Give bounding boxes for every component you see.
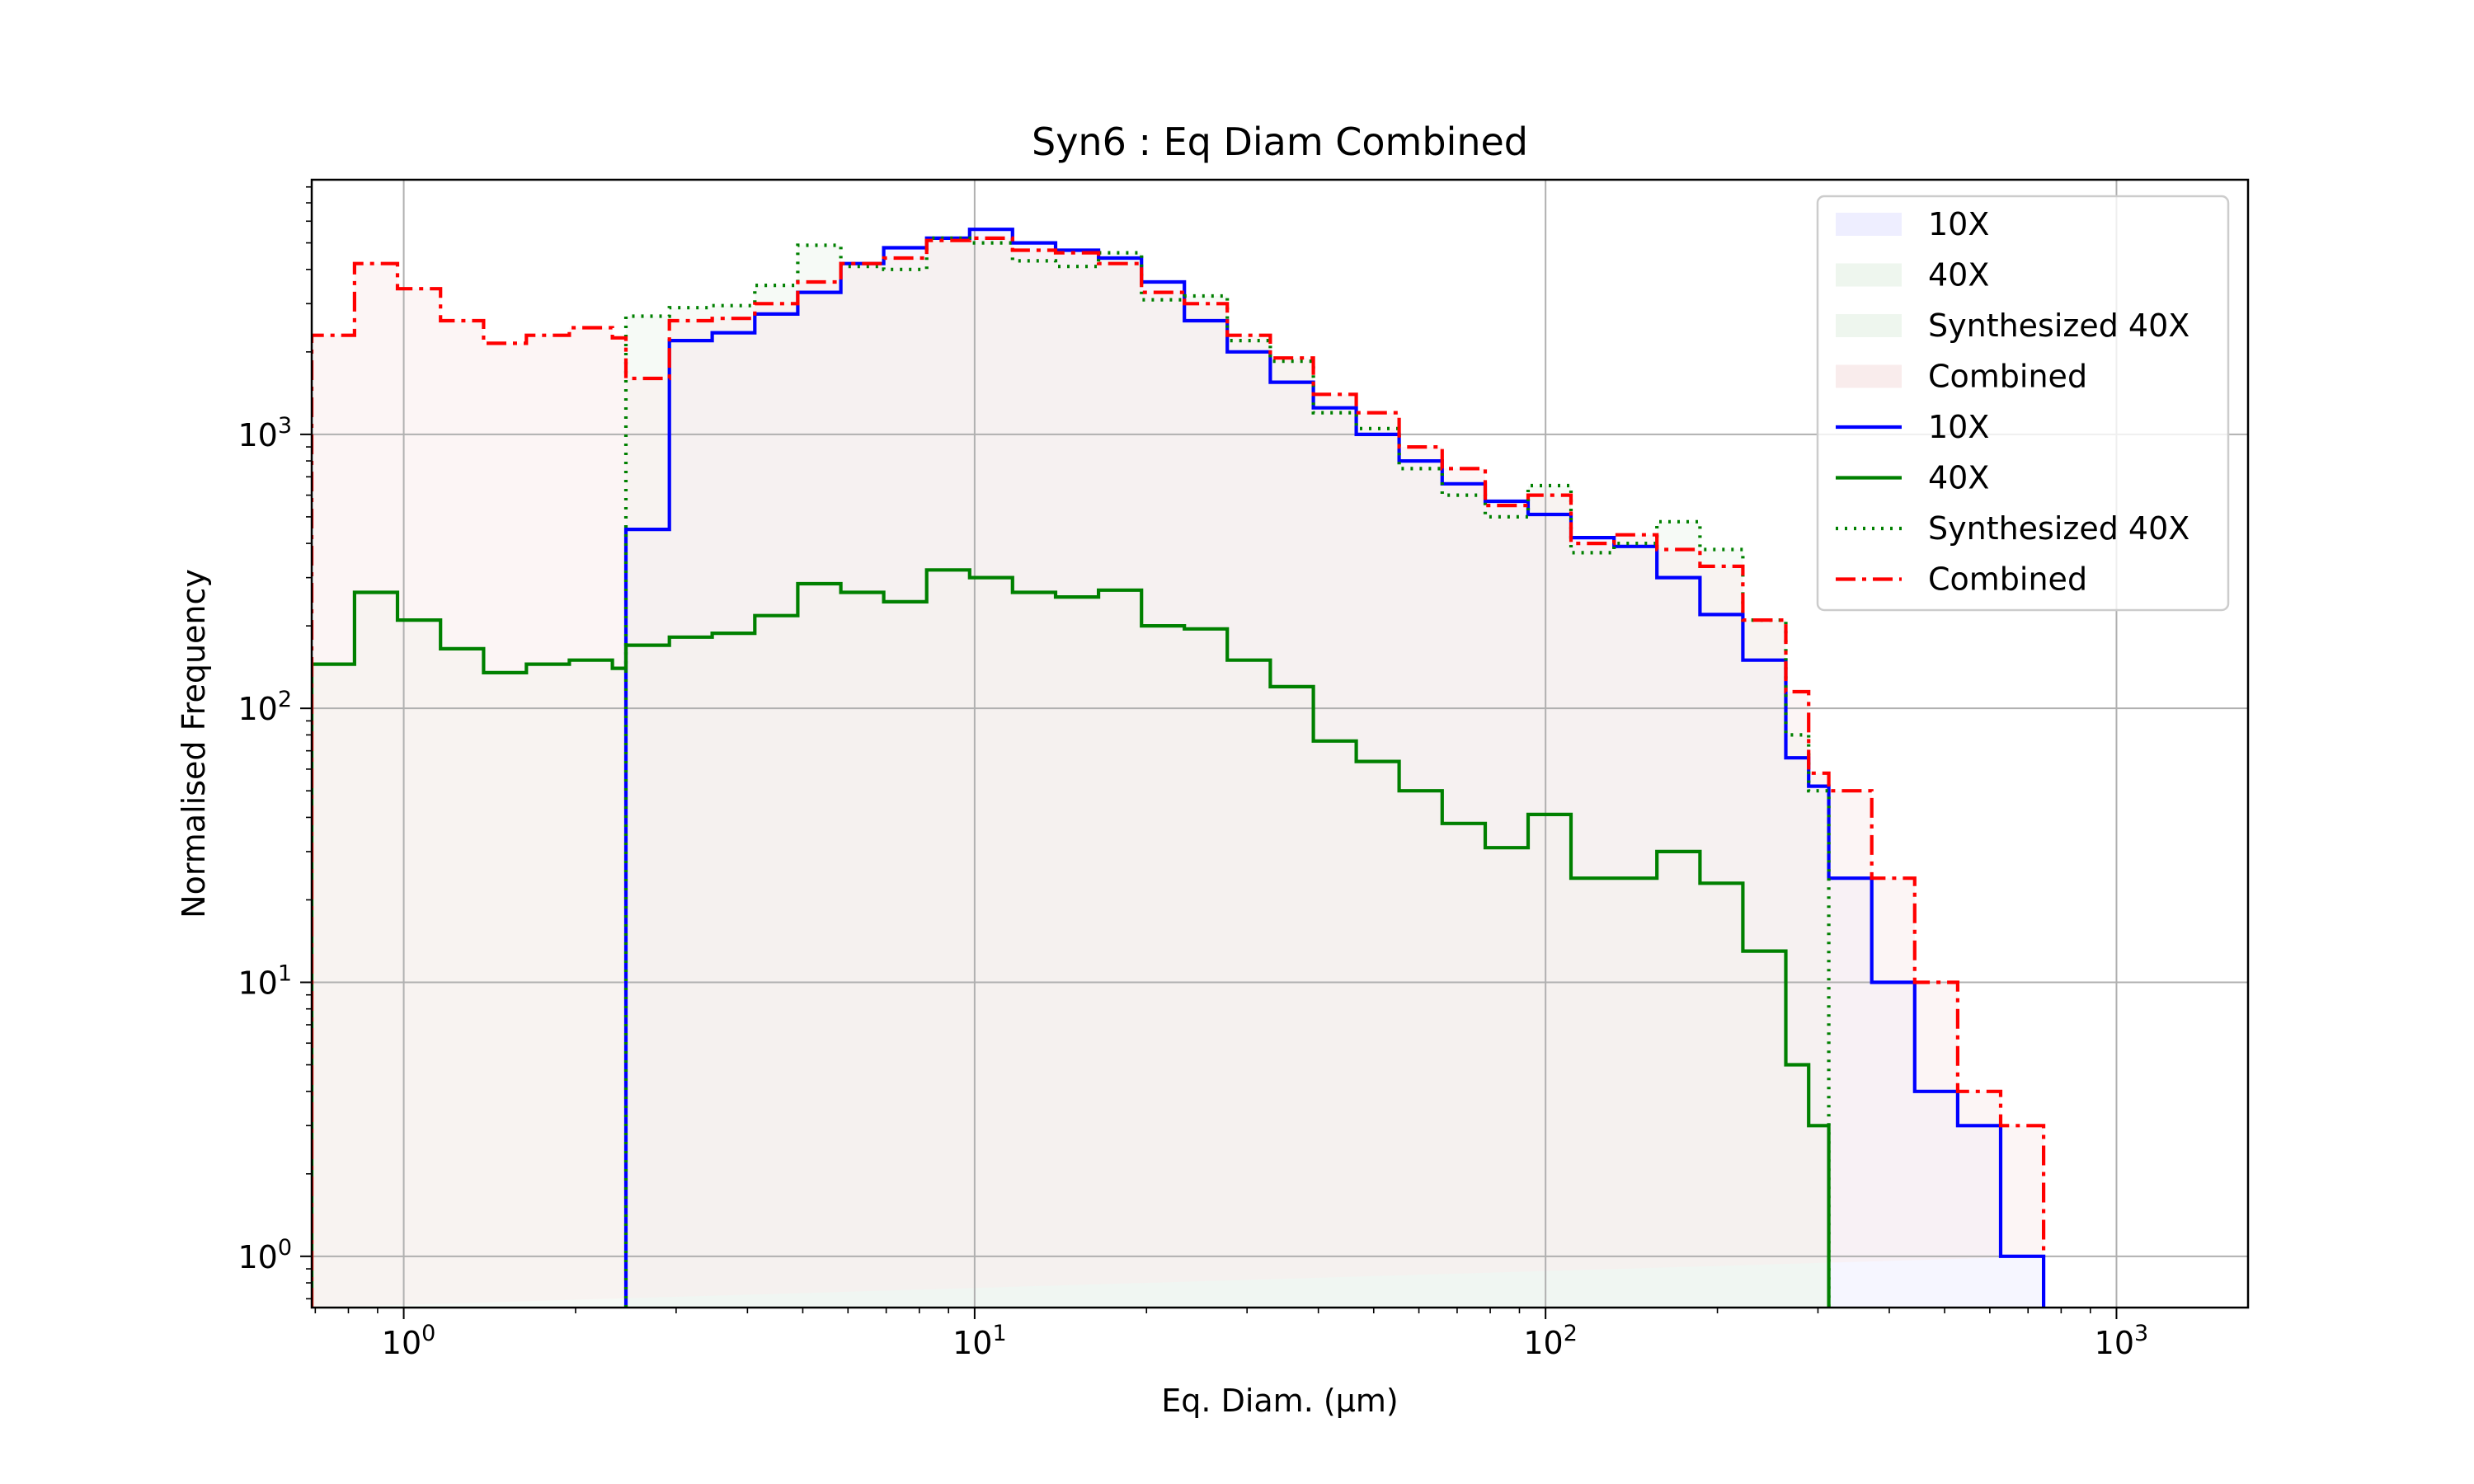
legend: 10X 40X Synthesized 40X Combined 10X 40X Synth… <box>1816 195 2230 612</box>
legend-label-line-0: 10X <box>1928 409 1989 445</box>
series-line-2 <box>623 236 1831 1308</box>
legend-label-line-2: Synthesized 40X <box>1928 510 2189 547</box>
legend-label-line-3: Combined <box>1928 561 2087 598</box>
histogram-lines <box>312 228 2046 1308</box>
y-tick-label-0: 100 <box>238 1235 292 1275</box>
legend-label-patch-2: Synthesized 40X <box>1928 308 2189 344</box>
x-tick-label-2: 102 <box>1523 1321 1578 1361</box>
x-tick-label-3: 103 <box>2095 1321 2149 1361</box>
y-tick-label-2: 102 <box>238 687 292 727</box>
legend-patch-3 <box>1836 364 1902 388</box>
legend-label-line-1: 40X <box>1928 460 1989 496</box>
axes: 100 101 102 103 100 101 102 103 <box>238 186 2149 1361</box>
legend-frame <box>1816 195 2230 612</box>
legend-label-patch-3: Combined <box>1928 359 2087 395</box>
legend-patch-2 <box>1836 314 1902 337</box>
plot-frame <box>310 178 2250 1309</box>
x-axis-label: Eq. Diam. (μm) <box>1161 1383 1398 1419</box>
y-tick-label-1: 101 <box>238 961 292 1002</box>
series-line-3 <box>312 236 2046 1308</box>
x-tick-label-0: 100 <box>382 1321 436 1361</box>
chart-title: Syn6 : Eq Diam Combined <box>1032 120 1528 164</box>
legend-patch-1 <box>1836 263 1902 287</box>
legend-label-patch-1: 40X <box>1928 257 1989 294</box>
series-line-1 <box>312 568 1831 1308</box>
legend-label-patch-0: 10X <box>1928 206 1989 242</box>
histogram-fills <box>312 229 2044 1308</box>
fill-area-3 <box>312 237 2044 1308</box>
x-tick-label-1: 101 <box>952 1321 1007 1361</box>
y-axis-label: Normalised Frequency <box>176 569 212 918</box>
y-tick-label-3: 103 <box>238 413 292 453</box>
legend-patch-0 <box>1836 213 1902 236</box>
grid <box>312 180 2248 1308</box>
